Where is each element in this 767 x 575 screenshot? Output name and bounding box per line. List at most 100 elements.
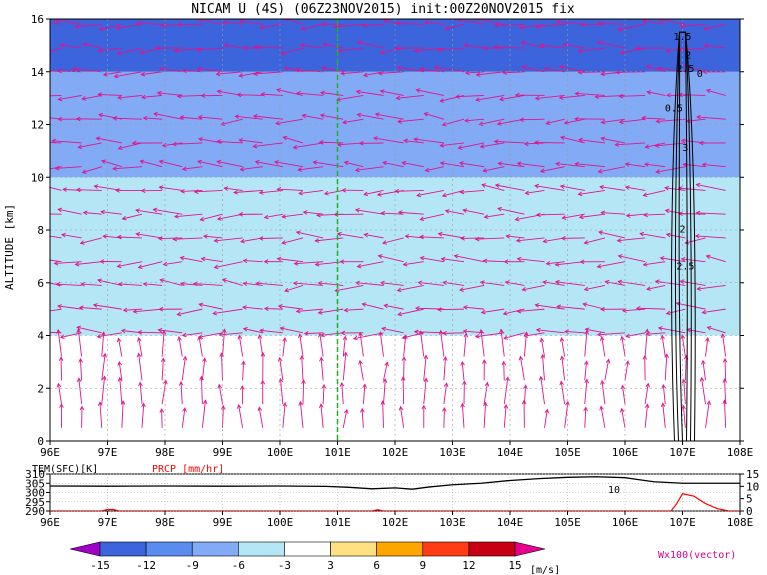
wind-vector: [457, 19, 485, 25]
wind-vector-head: [57, 116, 63, 122]
wind-vector: [660, 257, 686, 263]
wind-vector: [141, 71, 163, 76]
wind-vector: [296, 231, 324, 239]
wind-vector-head: [542, 280, 548, 285]
wind-vector-head: [416, 192, 422, 198]
wind-vector-head: [582, 302, 588, 307]
wind-vector: [78, 142, 102, 148]
wind-vector-head: [137, 329, 142, 335]
wind-vector-head: [157, 327, 163, 333]
wind-vector: [139, 382, 143, 405]
wind-vector: [342, 352, 347, 381]
wind-vector-head: [277, 356, 283, 362]
wind-vector: [459, 284, 485, 291]
wind-vector-head: [199, 216, 205, 222]
wind-vector: [52, 140, 82, 144]
wind-vector-head: [238, 19, 244, 24]
wind-vector-head: [62, 187, 67, 192]
wind-vector-head: [540, 353, 546, 359]
wind-vector-head: [78, 357, 83, 363]
wind-vector-head: [679, 23, 684, 29]
wind-vector-head: [421, 404, 427, 410]
wind-vector: [242, 306, 263, 310]
wind-vector-head: [436, 307, 442, 312]
wind-vector-head: [96, 334, 102, 339]
wind-vector: [198, 336, 203, 357]
wind-vector: [640, 233, 666, 239]
wind-vector: [275, 118, 304, 125]
wind-vector-head: [577, 48, 583, 54]
wind-vector-head: [341, 187, 347, 193]
wind-vector: [60, 44, 82, 49]
wind-vector-head: [297, 333, 303, 339]
colorbar-bin: [145, 541, 193, 557]
wind-vector: [342, 409, 348, 428]
wind-vector: [396, 95, 424, 99]
wind-vector-head: [374, 112, 380, 117]
colorbar-bin: [238, 541, 285, 557]
wind-vector: [341, 382, 344, 405]
wind-vector-head: [284, 287, 289, 293]
wind-vector: [420, 68, 444, 73]
wind-vector-head: [263, 259, 269, 264]
wind-vector-head: [142, 115, 148, 121]
wind-vector-head: [158, 159, 164, 165]
wind-vector-head: [699, 376, 705, 382]
wind-vector: [158, 329, 183, 334]
wind-vector-head: [139, 159, 145, 165]
wind-vector-head: [600, 306, 605, 312]
wind-vector: [464, 44, 485, 49]
wind-vector-head: [301, 379, 306, 384]
wind-vector-head: [131, 140, 137, 146]
wind-vector-head: [242, 281, 248, 286]
wind-vector: [259, 189, 283, 194]
x-tick-label: 98E: [155, 446, 175, 459]
wind-vector-head: [342, 335, 348, 341]
wind-vector-head: [382, 378, 388, 383]
wind-vector: [180, 381, 183, 405]
wind-vector-head: [376, 192, 382, 197]
wind-vector: [219, 332, 243, 336]
wind-vector: [495, 184, 525, 191]
wind-vector-head: [453, 254, 459, 259]
wind-vector-head: [462, 208, 468, 213]
wind-vector-head: [202, 399, 208, 405]
wind-vector: [300, 44, 324, 49]
wind-vector-head: [198, 137, 203, 142]
wind-vector-head: [516, 161, 522, 167]
wind-vector-head: [565, 400, 570, 406]
wind-vector: [414, 331, 444, 334]
wind-vector-head: [277, 304, 283, 309]
wind-vector: [217, 161, 243, 168]
wind-vector-head: [396, 287, 402, 293]
wind-vector-head: [102, 71, 108, 77]
wind-vector-head: [634, 45, 640, 51]
wind-vector-head: [481, 183, 487, 188]
wind-vector-head: [312, 160, 318, 165]
wind-vector-head: [51, 138, 56, 144]
colorbar-bin: [330, 541, 377, 557]
wind-vector: [381, 212, 404, 215]
wind-vector-head: [72, 66, 77, 72]
wind-vector: [279, 357, 284, 381]
wind-vector-head: [275, 120, 280, 126]
wind-vector-head: [117, 145, 123, 151]
wind-vector-head: [596, 21, 602, 26]
wind-vector: [213, 308, 243, 315]
wind-vector: [337, 233, 364, 239]
wind-vector: [680, 280, 706, 286]
wind-vector-head: [443, 382, 449, 388]
wind-vector-head: [665, 48, 671, 53]
wind-vector: [666, 233, 686, 239]
wind-vector: [414, 138, 444, 144]
wind-vector: [647, 91, 666, 96]
wind-vector-head: [295, 230, 301, 236]
wind-vector: [302, 114, 324, 120]
wind-vector: [220, 118, 243, 126]
wind-vector: [322, 67, 344, 73]
wind-vector: [465, 118, 485, 122]
wind-vector-head: [81, 169, 87, 174]
wind-vector: [499, 95, 525, 101]
wind-vector: [536, 213, 565, 216]
